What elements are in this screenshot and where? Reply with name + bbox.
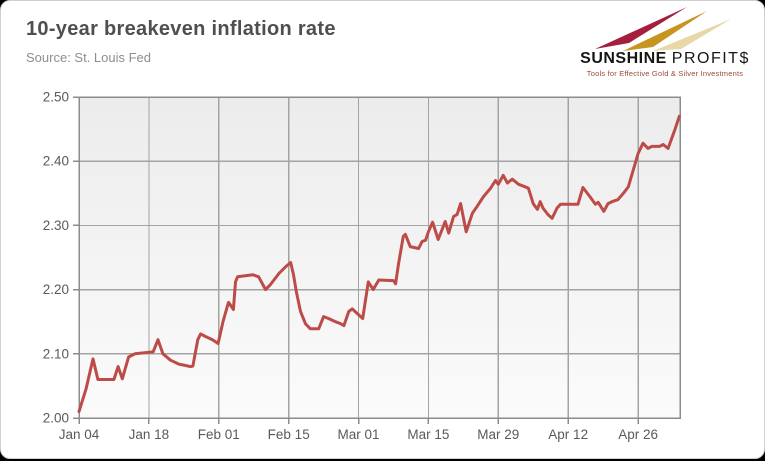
series-line-breakeven-rate: [77, 114, 681, 414]
y-tick-label: 2.50: [43, 90, 69, 105]
x-tick-label: Apr 12: [548, 427, 588, 442]
x-tick-label: Apr 26: [618, 427, 658, 442]
plot-frame: [78, 96, 681, 419]
logo-arrows-icon: [595, 7, 731, 51]
x-tick-label: Mar 01: [337, 427, 379, 442]
y-tick-label: 2.20: [43, 282, 69, 297]
y-tick-label: 2.40: [43, 154, 69, 169]
y-tick-label: 2.10: [43, 346, 69, 361]
x-tick-label: Jan 18: [129, 427, 170, 442]
logo-word-sunshine: SUNSHINE: [580, 50, 667, 67]
x-tick-label: Feb 01: [198, 427, 240, 442]
logo-wordmark: SUNSHINE PROFIT$: [576, 51, 754, 67]
x-tick-label: Mar 15: [407, 427, 449, 442]
x-tick-label: Mar 29: [477, 427, 519, 442]
y-tick-label: 2.30: [43, 218, 69, 233]
arrow-red: [595, 7, 687, 49]
arrow-gold: [623, 11, 707, 51]
sunshine-profits-logo: SUNSHINE PROFIT$ Tools for Effective Gol…: [576, 7, 754, 78]
logo-word-profits: PROFIT$: [671, 50, 750, 67]
logo-tagline: Tools for Effective Gold & Silver Invest…: [586, 69, 744, 78]
plot-area: [79, 97, 680, 418]
source-caption: Source: St. Louis Fed: [26, 50, 152, 65]
y-tick-label: 2.00: [43, 411, 69, 426]
x-tick-label: Feb 15: [268, 427, 310, 442]
arrow-pale: [653, 19, 731, 51]
x-tick-label: Jan 04: [59, 427, 100, 442]
page-title: 10-year breakeven inflation rate: [26, 18, 336, 40]
